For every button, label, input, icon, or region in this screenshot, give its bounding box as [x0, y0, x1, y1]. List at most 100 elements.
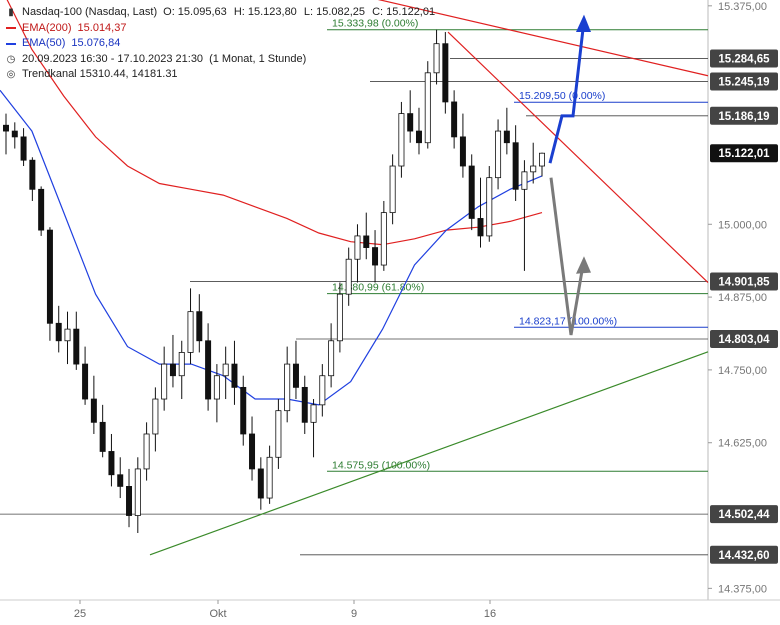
ema200-value: 15.014,37 [77, 21, 127, 34]
price-box-bg [710, 505, 778, 524]
candle-body [20, 136, 27, 161]
candle-body [486, 177, 493, 237]
candle-body [222, 363, 229, 377]
price-level-box: 15.284,65 [710, 49, 778, 68]
projection-up-arrowhead [576, 14, 591, 33]
price-box-bg [710, 49, 778, 68]
price-box-bg [710, 106, 778, 125]
price-box-label: 15.284,65 [718, 53, 770, 65]
price-box-label: 14.803,04 [718, 334, 770, 346]
price-box-bg [710, 72, 778, 91]
fib-label: 15.209,50 (0.00%) [519, 90, 605, 102]
target-icon: ◎ [6, 69, 16, 80]
high-value: H: 15.123,80 [233, 6, 297, 18]
y-tick-label: 15.375,00 [718, 1, 767, 13]
candle-body [407, 113, 414, 132]
price-level-box: 14.803,04 [710, 330, 778, 349]
price-box-bg [710, 330, 778, 349]
candle-body [442, 43, 449, 103]
price-level-box: 14.432,60 [710, 545, 778, 564]
candle-body [152, 398, 159, 435]
price-box-label: 15.245,19 [718, 76, 769, 88]
candle-body [99, 421, 106, 452]
candle-body [11, 130, 18, 138]
candle-body [336, 293, 343, 342]
candle-body [310, 404, 317, 423]
candle-body [328, 340, 335, 377]
legend-instrument-row: ▮ Nasdaq-100 (Nasdaq, Last) O: 15.095,63… [6, 5, 439, 21]
candle-body [503, 130, 510, 144]
candle-body [187, 311, 194, 353]
projection-down-arrowhead [576, 256, 591, 274]
candle-body [73, 328, 80, 365]
candle-body [301, 386, 308, 423]
candle-body [108, 451, 115, 476]
candle-body [161, 363, 168, 400]
candle-body [539, 152, 545, 167]
candle-body [126, 486, 133, 516]
trend-channel-text: Trendkanal 15310.44, 14181.31 [22, 68, 178, 80]
price-level-box: 15.186,19 [710, 106, 778, 125]
candle-body [213, 375, 220, 400]
projection-down-path [549, 177, 585, 336]
candle-body [372, 247, 379, 266]
candle-body [354, 235, 361, 260]
ema200-label: EMA(200) [22, 21, 72, 34]
candle-body [345, 258, 352, 295]
candle-body [275, 410, 282, 458]
legend-ema50-row: EMA(50) 15.076,84 [6, 36, 439, 52]
price-level-box: 14.901,85 [710, 272, 778, 291]
period-text: 20.09.2023 16:30 - 17.10.2023 21:30 [22, 52, 204, 65]
period-note: (1 Monat, 1 Stunde) [209, 52, 307, 65]
price-box-label: 14.901,85 [718, 276, 770, 288]
candle-body [178, 352, 185, 377]
candles-icon: ▮ [8, 7, 14, 18]
legend-ema200-row: EMA(200) 15.014,37 [6, 21, 439, 37]
instrument-name: Nasdaq-100 (Nasdaq, Last) [22, 6, 158, 18]
legend-period-row: ◷ 20.09.2023 16:30 - 17.10.2023 21:30 (1… [6, 52, 439, 68]
resistance-line-lower [447, 31, 709, 283]
last-price-box: 15.122,01 [710, 144, 778, 163]
ema50-label: EMA(50) [22, 37, 66, 49]
candle-body [477, 218, 484, 237]
price-box-bg [710, 545, 778, 564]
candle-body [363, 235, 370, 248]
candle-body [257, 468, 264, 499]
candle-body [512, 142, 519, 190]
fib-label: 14.575,95 (100.00%) [332, 459, 430, 471]
low-value: L: 15.082,25 [303, 6, 366, 18]
ema200-line [6, 0, 543, 246]
candles-group [3, 29, 545, 534]
candle-body [117, 474, 124, 487]
price-box-label: 15.122,01 [718, 148, 770, 160]
close-value: C: 15.122,01 [372, 6, 436, 18]
chart-legend: ▮ Nasdaq-100 (Nasdaq, Last) O: 15.095,63… [6, 5, 439, 83]
candle-body [240, 386, 247, 435]
price-box-bg [710, 144, 778, 163]
candle-body [415, 130, 422, 144]
candle-body [530, 165, 537, 173]
price-axis [708, 0, 780, 625]
candle-body [495, 130, 502, 179]
x-tick-label: 16 [484, 608, 496, 620]
ohlc-values: O: 15.095,63 H: 15.123,80 L: 15.082,25 C… [163, 5, 439, 21]
ema50-line [0, 89, 543, 406]
price-level-box: 15.245,19 [710, 72, 778, 91]
candle-body [468, 165, 475, 219]
candle-body [249, 433, 256, 470]
support-line [149, 351, 709, 556]
projection-up-path [548, 20, 586, 164]
ema200-swatch [6, 27, 16, 30]
candle-body [169, 363, 176, 377]
candle-body [205, 340, 212, 400]
candle-body [451, 101, 458, 138]
legend-trend-row: ◎ Trendkanal 15310.44, 14181.31 [6, 67, 439, 83]
y-tick-label: 14.750,00 [718, 365, 767, 377]
candle-body [398, 113, 405, 167]
x-tick-label: 9 [351, 608, 357, 620]
candle-body [46, 229, 53, 324]
candle-body [82, 363, 89, 400]
fib-label: 15.333,98 (0.00%) [332, 18, 418, 30]
candle-body [389, 165, 396, 214]
